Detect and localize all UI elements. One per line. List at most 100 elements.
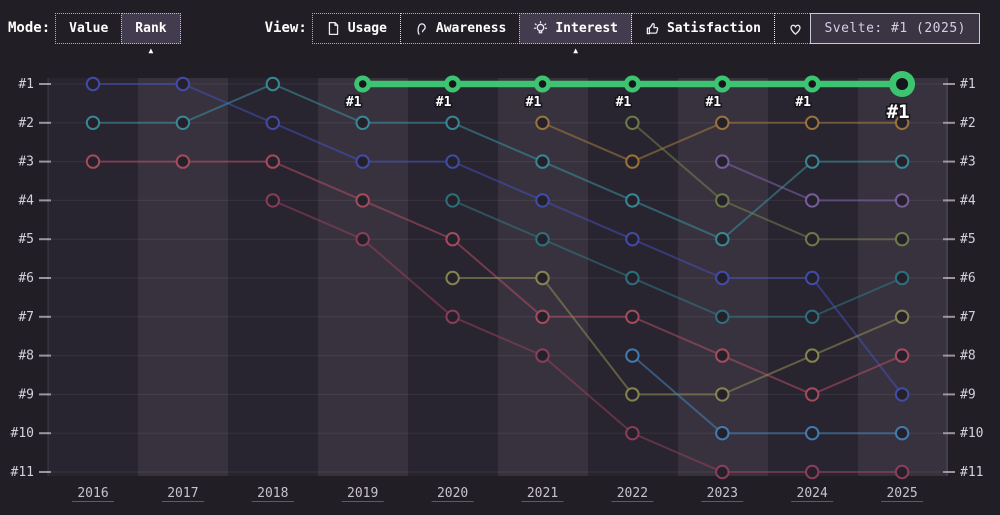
- data-point-olive[interactable]: [625, 387, 640, 402]
- data-point-teal[interactable]: [894, 154, 910, 169]
- highlight-point-hole: [448, 80, 457, 88]
- data-point-maroon[interactable]: [355, 232, 370, 247]
- series-line-teal[interactable]: [93, 82, 903, 241]
- highlight-point-hole: [896, 78, 909, 90]
- data-point-blue[interactable]: [355, 154, 370, 169]
- data-point-teal[interactable]: [805, 154, 820, 169]
- series-line-steel-blue[interactable]: [631, 354, 903, 435]
- data-point-dark-teal[interactable]: [535, 232, 550, 247]
- data-point-amber[interactable]: [805, 115, 820, 131]
- data-point-red[interactable]: [355, 193, 370, 208]
- series-line-dark-teal[interactable]: [452, 199, 903, 318]
- data-point-red[interactable]: [805, 387, 820, 402]
- mode-value-button[interactable]: Value: [55, 12, 123, 44]
- highlight-point-hole: [808, 80, 816, 88]
- data-point-maroon[interactable]: [445, 309, 460, 324]
- data-point-dark-teal[interactable]: [625, 270, 640, 286]
- data-point-amber[interactable]: [625, 154, 640, 169]
- data-point-teal[interactable]: [85, 115, 101, 131]
- data-point-blue[interactable]: [85, 76, 101, 92]
- data-point-maroon[interactable]: [894, 464, 910, 480]
- series-line-olive-green[interactable]: [631, 122, 903, 241]
- lightbulb-icon: [534, 20, 548, 33]
- data-point-olive[interactable]: [535, 270, 550, 286]
- year-label-2021[interactable]: 2021: [527, 486, 558, 501]
- data-point-red[interactable]: [445, 232, 460, 247]
- data-point-blue[interactable]: [625, 232, 640, 247]
- data-point-teal[interactable]: [535, 154, 550, 169]
- data-point-teal[interactable]: [355, 115, 370, 131]
- data-point-amber[interactable]: [894, 115, 910, 131]
- highlight-point-hole: [628, 80, 637, 88]
- rank-bump-chart: #1 #1 #2 #2 #3 #3 #4 #4 #5 #5 #6 #6 #7 #7 #8 #8 #9 #9 #10 #…: [11, 71, 983, 502]
- year-label-2024[interactable]: 2024: [797, 486, 828, 501]
- data-point-red[interactable]: [175, 154, 191, 169]
- year-label-2016[interactable]: 2016: [77, 486, 108, 501]
- data-point-violet[interactable]: [715, 154, 730, 169]
- rank-point-label: #1: [705, 95, 721, 110]
- data-point-violet[interactable]: [894, 193, 910, 208]
- data-point-dark-teal[interactable]: [894, 270, 910, 286]
- data-point-teal[interactable]: [175, 115, 191, 131]
- year-label-2020[interactable]: 2020: [437, 486, 468, 501]
- series-line-maroon[interactable]: [272, 199, 903, 473]
- data-point-red[interactable]: [535, 309, 550, 324]
- rank-axis-label-right: #1: [960, 77, 976, 92]
- view-awareness-label: Awareness: [435, 20, 507, 36]
- data-point-blue[interactable]: [265, 115, 280, 131]
- data-point-dark-teal[interactable]: [805, 309, 820, 324]
- year-label-2019[interactable]: 2019: [347, 486, 378, 501]
- data-point-steel-blue[interactable]: [894, 426, 910, 441]
- data-point-red[interactable]: [85, 154, 101, 169]
- data-point-teal[interactable]: [265, 76, 280, 92]
- data-point-blue[interactable]: [894, 387, 910, 402]
- view-usage-button[interactable]: Usage: [311, 12, 401, 44]
- year-label-2017[interactable]: 2017: [167, 486, 198, 501]
- data-point-amber[interactable]: [715, 115, 730, 131]
- data-point-teal[interactable]: [445, 115, 460, 131]
- data-point-maroon[interactable]: [715, 464, 730, 480]
- data-point-dark-teal[interactable]: [715, 309, 730, 324]
- data-point-blue[interactable]: [715, 270, 730, 286]
- year-band-2019: [318, 78, 408, 476]
- data-point-maroon[interactable]: [805, 464, 820, 480]
- year-label-2022[interactable]: 2022: [617, 486, 648, 501]
- rank-point-label: #1: [346, 95, 362, 110]
- data-point-red[interactable]: [715, 348, 730, 363]
- data-point-blue[interactable]: [175, 76, 191, 92]
- year-band-2016: [48, 78, 138, 476]
- mode-rank-button[interactable]: Rank: [121, 12, 181, 44]
- data-point-teal[interactable]: [625, 193, 640, 208]
- data-point-olive[interactable]: [805, 348, 820, 363]
- data-point-blue[interactable]: [535, 193, 550, 208]
- data-point-olive[interactable]: [445, 270, 460, 286]
- year-label-2025[interactable]: 2025: [886, 486, 917, 501]
- view-satisfaction-button[interactable]: Satisfaction: [630, 12, 775, 44]
- data-point-red[interactable]: [265, 154, 280, 169]
- year-label-2023[interactable]: 2023: [707, 486, 738, 501]
- view-interest-button[interactable]: Interest: [519, 12, 632, 44]
- data-point-steel-blue[interactable]: [715, 426, 730, 441]
- data-point-amber[interactable]: [535, 115, 550, 131]
- data-point-olive-green[interactable]: [894, 232, 910, 247]
- data-point-steel-blue[interactable]: [625, 348, 640, 363]
- data-point-blue[interactable]: [805, 270, 820, 286]
- data-point-maroon[interactable]: [625, 426, 640, 441]
- data-point-teal[interactable]: [715, 232, 730, 247]
- data-point-steel-blue[interactable]: [805, 426, 820, 441]
- data-point-dark-teal[interactable]: [445, 193, 460, 208]
- data-point-olive[interactable]: [715, 387, 730, 402]
- data-point-blue[interactable]: [445, 154, 460, 169]
- data-point-olive-green[interactable]: [805, 232, 820, 247]
- rank-axis-label-right: #9: [960, 387, 976, 402]
- data-point-red[interactable]: [894, 348, 910, 363]
- view-awareness-button[interactable]: Awareness: [399, 12, 521, 44]
- data-point-violet[interactable]: [805, 193, 820, 208]
- data-point-red[interactable]: [625, 309, 640, 324]
- data-point-olive[interactable]: [894, 309, 910, 324]
- data-point-maroon[interactable]: [265, 193, 280, 208]
- data-point-maroon[interactable]: [535, 348, 550, 363]
- data-point-olive-green[interactable]: [625, 115, 640, 131]
- year-label-2018[interactable]: 2018: [257, 486, 288, 501]
- data-point-olive-green[interactable]: [715, 193, 730, 208]
